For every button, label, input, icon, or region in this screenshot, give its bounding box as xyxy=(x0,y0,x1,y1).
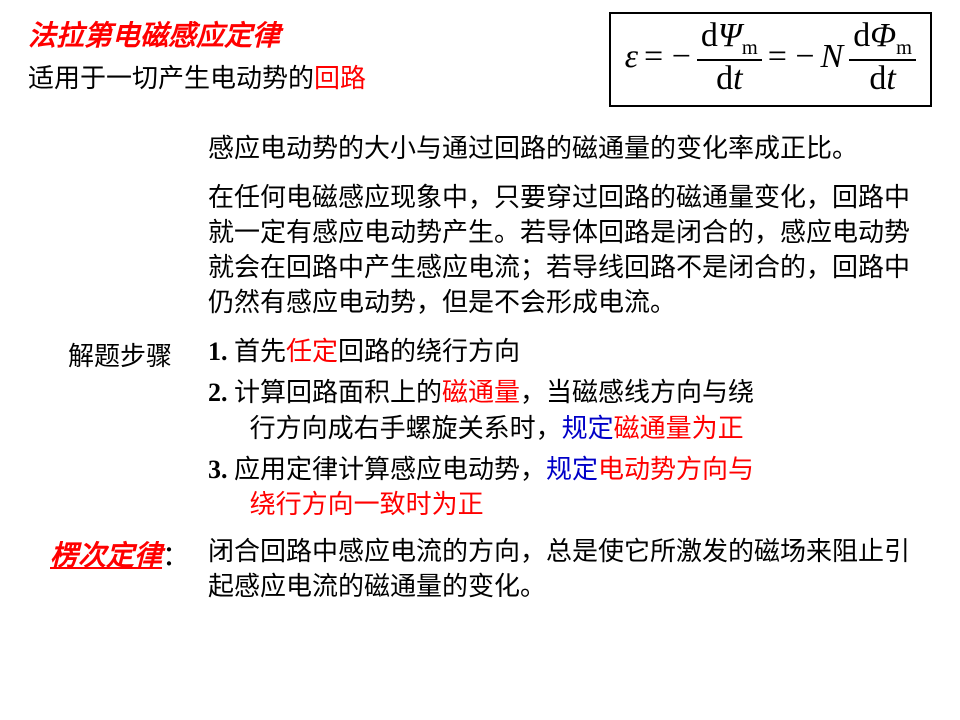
step1-b: 回路的绕行方向 xyxy=(338,337,520,366)
steps-list: 1. 首先任定回路的绕行方向 2. 计算回路面积上的磁通量，当磁感线方向与绕 行… xyxy=(208,334,754,527)
step1-a: 首先 xyxy=(234,337,286,366)
frac2-num-d: d xyxy=(853,17,870,54)
step2-b: ，当磁感线方向与绕 xyxy=(520,378,754,407)
step3-num: 3. xyxy=(208,455,234,484)
frac2-den-d: d xyxy=(869,60,886,97)
frac1-num-sub: m xyxy=(742,37,758,59)
formula-box: ε = − dΨm dt = − N dΦm dt xyxy=(609,12,932,107)
step2-a: 计算回路面积上的 xyxy=(234,378,442,407)
frac1-num-sym: Ψ xyxy=(718,17,742,54)
step2-red2: 磁通量为正 xyxy=(614,414,744,443)
formula-frac1: dΨm dt xyxy=(697,18,762,97)
step1-red: 任定 xyxy=(286,337,338,366)
step2-line2a: 行方向成右手螺旋关系时， xyxy=(250,414,562,443)
formula-N: N xyxy=(821,38,844,76)
formula-epsilon: ε xyxy=(625,38,638,76)
lenz-label-text: 楞次定律 xyxy=(50,541,162,572)
step-3: 3. 应用定律计算感应电动势，规定电动势方向与 绕行方向一致时为正 xyxy=(208,452,754,522)
paragraph-1: 感应电动势的大小与通过回路的磁通量的变化率成正比。 xyxy=(208,131,932,166)
lenz-body: 闭合回路中感应电流的方向，总是使它所激发的磁场来阻止引起感应电流的磁通量的变化。 xyxy=(208,534,932,604)
page-title: 法拉第电磁感应定律 xyxy=(28,14,366,54)
frac1-den-d: d xyxy=(716,60,733,97)
step3-red2: 绕行方向一致时为正 xyxy=(250,490,484,519)
step-1: 1. 首先任定回路的绕行方向 xyxy=(208,334,754,369)
step3-blue: 规定 xyxy=(546,455,598,484)
step2-blue: 规定 xyxy=(562,414,614,443)
frac2-num-sub: m xyxy=(896,37,912,59)
step2-num: 2. xyxy=(208,378,234,407)
frac1-den-t: t xyxy=(733,60,742,97)
frac2-num-sym: Φ xyxy=(870,17,896,54)
subtitle: 适用于一切产生电动势的回路 xyxy=(28,58,366,95)
subtitle-pre: 适用于一切产生电动势的 xyxy=(28,64,314,93)
paragraph-2: 在任何电磁感应现象中，只要穿过回路的磁通量变化，回路中就一定有感应电动势产生。若… xyxy=(208,180,932,320)
steps-label: 解题步骤 xyxy=(28,334,208,527)
formula-eq1: = − xyxy=(644,38,691,76)
lenz-colon: ： xyxy=(162,541,190,572)
step2-red1: 磁通量 xyxy=(442,378,520,407)
formula-eq2: = − xyxy=(768,38,815,76)
step-2: 2. 计算回路面积上的磁通量，当磁感线方向与绕 行方向成右手螺旋关系时，规定磁通… xyxy=(208,375,754,445)
frac2-den-t: t xyxy=(886,60,895,97)
formula-frac2: dΦm dt xyxy=(849,18,916,97)
subtitle-red: 回路 xyxy=(314,64,366,93)
frac1-num-d: d xyxy=(701,17,718,54)
lenz-label: 楞次定律： xyxy=(28,534,208,604)
step3-red1: 电动势方向与 xyxy=(598,455,754,484)
step1-num: 1. xyxy=(208,337,234,366)
step3-a: 应用定律计算感应电动势， xyxy=(234,455,546,484)
